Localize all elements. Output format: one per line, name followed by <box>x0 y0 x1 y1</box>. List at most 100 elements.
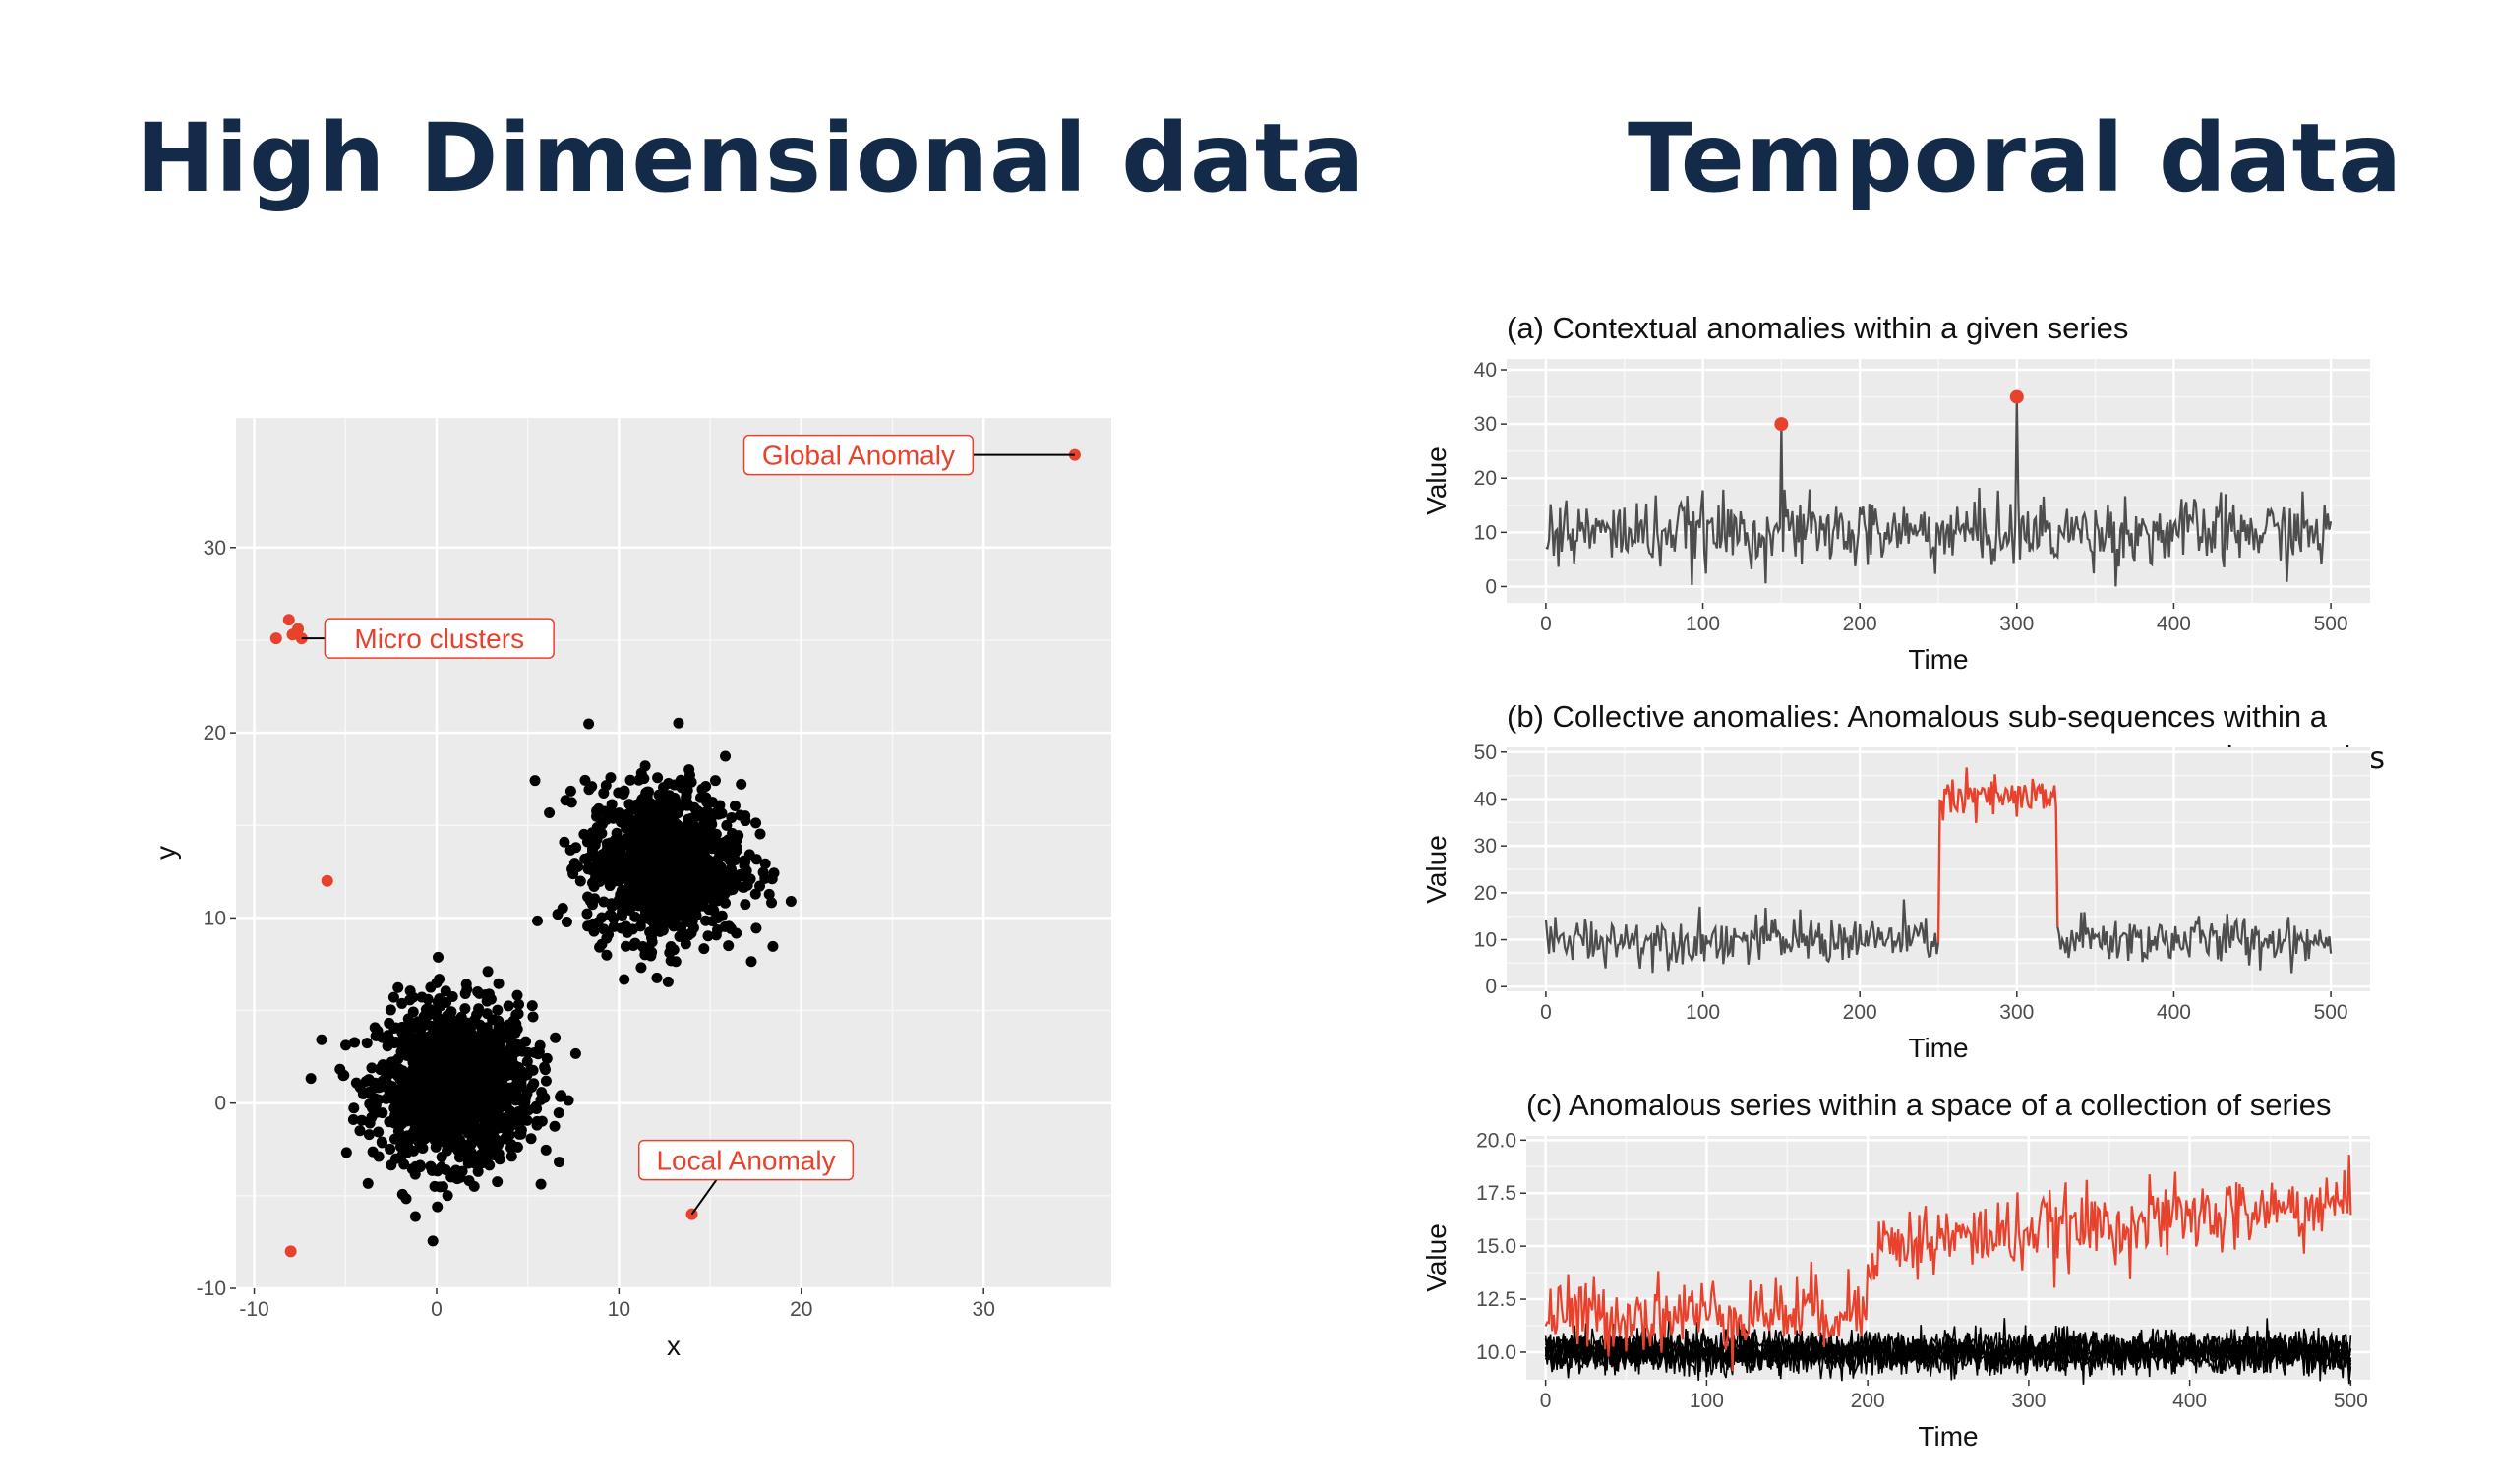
normal-point <box>364 1098 376 1110</box>
normal-point <box>463 1175 475 1187</box>
normal-point <box>488 1055 500 1067</box>
normal-point <box>617 808 628 820</box>
normal-point <box>672 902 683 914</box>
normal-point <box>720 750 732 762</box>
normal-point <box>554 1157 565 1168</box>
normal-point <box>382 1034 393 1045</box>
normal-point <box>605 772 617 784</box>
normal-point <box>723 920 735 932</box>
normal-point <box>489 1080 501 1092</box>
normal-point <box>716 871 728 883</box>
chart-c-title: (c) Anomalous series within a space of a… <box>1526 1088 2331 1122</box>
normal-point <box>427 1235 439 1247</box>
normal-point <box>511 989 523 1001</box>
anomaly-point <box>284 1245 297 1258</box>
anomaly-points-a <box>1774 389 2024 432</box>
heading-high-dimensional: High Dimensional data <box>136 103 1366 213</box>
normal-point <box>680 938 691 950</box>
normal-point <box>347 1114 359 1126</box>
normal-point <box>400 1193 412 1205</box>
chart-b-y-tick-label: 10 <box>1474 929 1497 952</box>
normal-point <box>750 922 762 934</box>
normal-point <box>681 832 692 844</box>
normal-point <box>493 978 505 989</box>
normal-point <box>662 870 674 882</box>
normal-point <box>700 875 712 887</box>
normal-point <box>766 897 778 909</box>
normal-point <box>492 1004 504 1016</box>
normal-point <box>392 981 404 993</box>
normal-point <box>651 972 663 983</box>
normal-point <box>434 1122 445 1134</box>
normal-point <box>621 860 632 871</box>
normal-point <box>685 927 697 939</box>
normal-point <box>550 1032 562 1043</box>
normal-point <box>387 991 399 1003</box>
series-c <box>1544 1155 2352 1385</box>
normal-point <box>372 1030 384 1041</box>
series-b <box>1544 767 2333 974</box>
normal-point <box>627 851 639 862</box>
normal-point <box>540 1075 552 1087</box>
normal-point <box>601 949 613 961</box>
normal-point <box>482 1098 494 1110</box>
normal-point <box>696 856 708 867</box>
normal-point <box>482 1145 494 1157</box>
normal-point <box>578 828 590 840</box>
normal-point <box>366 1062 378 1074</box>
normal-point <box>706 831 718 843</box>
chart-c-x-tick-label: 300 <box>2011 1390 2046 1412</box>
normal-point <box>635 962 647 974</box>
normal-point <box>665 955 677 967</box>
normal-point <box>459 1003 471 1015</box>
normal-point <box>673 717 684 729</box>
annotation-label: Micro clusters <box>354 623 524 654</box>
chart-c-y-tick-label: 12.5 <box>1476 1288 1516 1311</box>
normal-point <box>638 773 650 785</box>
normal-point <box>767 940 779 952</box>
normal-point <box>455 1096 467 1107</box>
normal-point <box>638 893 650 905</box>
chart-a-x-label: Time <box>1908 644 1968 675</box>
chart-b-y-tick-label: 20 <box>1474 882 1497 905</box>
chart-b-x-label: Time <box>1908 1033 1968 1063</box>
normal-point <box>377 1059 388 1071</box>
scatter-y-tick-label: 0 <box>214 1093 226 1115</box>
chart-c-y-tick-label: 20.0 <box>1476 1129 1516 1152</box>
chart-b-x-tick-label: 400 <box>2157 1001 2191 1024</box>
chart-a-y-label: Value <box>1421 446 1452 515</box>
chart-b-y-tick-label: 30 <box>1474 835 1497 858</box>
normal-point <box>505 1105 516 1117</box>
normal-point <box>619 974 630 985</box>
normal-point <box>419 1020 431 1032</box>
chart-b-y-tick-label: 50 <box>1474 742 1497 764</box>
scatter-x-tick-label: -10 <box>239 1298 268 1321</box>
normal-point <box>669 858 681 869</box>
normal-point <box>733 830 744 842</box>
normal-point <box>639 944 651 956</box>
normal-point <box>527 1011 539 1023</box>
normal-point <box>633 812 645 824</box>
chart-a-x-tick-label: 0 <box>1540 613 1552 635</box>
normal-point <box>555 1091 566 1102</box>
chart-b-x-tick-label: 500 <box>2314 1001 2348 1024</box>
x-axis-label: x <box>667 1331 681 1361</box>
normal-point <box>493 1015 505 1027</box>
normal-point <box>726 868 738 880</box>
normal-point <box>432 951 444 963</box>
normal-point <box>505 1142 517 1154</box>
normal-point <box>581 908 593 920</box>
normal-point <box>376 1136 387 1148</box>
contextual-anomaly-point <box>1774 417 1789 432</box>
annotation-box <box>637 1139 855 1181</box>
normal-point <box>544 806 556 818</box>
normal-point <box>462 1155 474 1166</box>
normal-point <box>424 1126 436 1138</box>
normal-point <box>656 856 668 867</box>
normal-point <box>348 1102 360 1114</box>
normal-point <box>429 1180 441 1192</box>
normal-point <box>362 1177 374 1189</box>
normal-point <box>373 1126 385 1138</box>
chart-a-title: (a) Contextual anomalies within a given … <box>1507 311 2128 345</box>
normal-point <box>305 1073 317 1085</box>
